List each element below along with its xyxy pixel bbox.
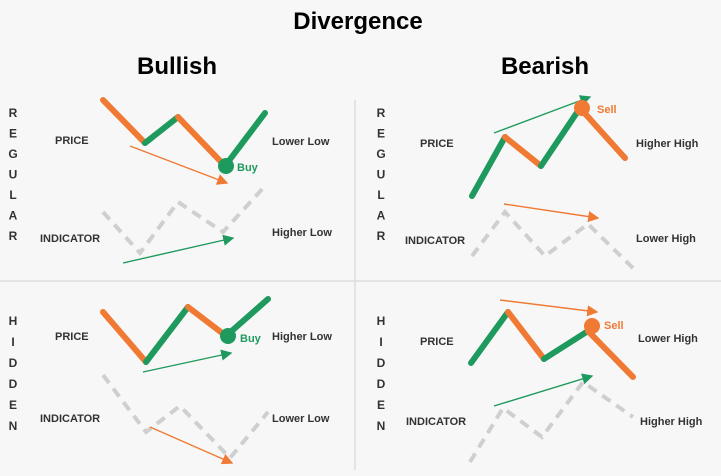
row-label-letter: A: [377, 209, 386, 223]
row-label-letter: N: [377, 419, 386, 433]
row-label-letter: R: [377, 229, 386, 243]
row-label-letter: H: [9, 314, 18, 328]
indicator-label: INDICATOR: [40, 413, 100, 425]
indicator-line: [101, 373, 270, 462]
indicator-label: INDICATOR: [40, 233, 100, 245]
price-segment-down: [505, 309, 547, 362]
buy-label: Buy: [240, 333, 262, 345]
indicator-note: Lower High: [636, 233, 696, 245]
row-label-letter: R: [9, 106, 18, 120]
buy-signal-dot: [220, 328, 236, 344]
row-label-letter: G: [376, 147, 385, 161]
row-label-letter: I: [11, 335, 14, 349]
row-label-letter: N: [9, 419, 18, 433]
diagram-title: Divergence: [293, 8, 422, 35]
column-header-bearish: Bearish: [501, 53, 589, 80]
row-label-letter: U: [377, 168, 386, 182]
row-label-letter: H: [377, 314, 386, 328]
row-label-letter: U: [9, 168, 18, 182]
price-segment-down: [585, 328, 636, 380]
sell-label: Sell: [597, 104, 617, 116]
price-label: PRICE: [420, 138, 454, 150]
row-label-letter: E: [9, 127, 17, 141]
row-label-letter: L: [377, 188, 384, 202]
price-segment-down: [175, 114, 228, 169]
indicator-note: Higher Low: [272, 227, 332, 239]
price-trend-arrow: [493, 95, 592, 134]
price-segment-up: [142, 114, 181, 146]
indicator-line: [101, 184, 267, 257]
sell-label: Sell: [604, 320, 624, 332]
price-segment-down: [577, 105, 628, 161]
column-header-bullish: Bullish: [137, 53, 217, 80]
price-segment-up: [143, 304, 191, 365]
price-note: Higher Low: [272, 331, 332, 343]
row-label-letter: G: [8, 147, 17, 161]
row-label-letter: L: [9, 188, 16, 202]
indicator-line: [468, 379, 635, 464]
row-label-letter: E: [9, 398, 17, 412]
price-note: Higher High: [636, 138, 699, 150]
row-label-letter: I: [379, 335, 382, 349]
indicator-trend-arrow: [149, 426, 234, 465]
price-segment-up: [469, 134, 508, 199]
price-trend-arrow: [142, 349, 233, 373]
indicator-note: Lower Low: [272, 413, 330, 425]
price-note: Lower High: [638, 333, 698, 345]
price-segment-down: [502, 134, 544, 169]
row-label-letter: E: [377, 127, 385, 141]
price-segment-up: [541, 328, 591, 362]
row-label-letter: D: [9, 377, 18, 391]
price-trend-arrow: [499, 299, 599, 317]
price-segment-up: [468, 309, 511, 366]
price-label: PRICE: [420, 336, 454, 348]
buy-label: Buy: [237, 162, 259, 174]
price-trend-arrow: [129, 145, 229, 185]
row-label-letter: E: [377, 398, 385, 412]
sell-signal-dot: [584, 318, 600, 334]
indicator-line: [470, 208, 637, 272]
price-note: Lower Low: [272, 136, 330, 148]
indicator-note: Higher High: [640, 416, 703, 428]
row-label-letter: A: [9, 209, 18, 223]
price-segment-down: [185, 304, 229, 339]
price-segment-down: [100, 309, 149, 365]
price-label: PRICE: [55, 331, 89, 343]
row-label-letter: D: [377, 356, 386, 370]
price-label: PRICE: [55, 135, 89, 147]
indicator-trend-arrow: [493, 373, 594, 407]
price-segment-up: [222, 110, 268, 169]
indicator-trend-arrow: [503, 203, 600, 223]
indicator-label: INDICATOR: [405, 235, 465, 247]
sell-signal-dot: [574, 100, 590, 116]
row-label-letter: D: [377, 377, 386, 391]
price-segment-up: [538, 105, 583, 169]
row-label-letter: R: [377, 106, 386, 120]
indicator-label: INDICATOR: [406, 416, 466, 428]
buy-signal-dot: [218, 158, 234, 174]
row-label-letter: R: [9, 229, 18, 243]
indicator-trend-arrow: [122, 234, 235, 264]
price-segment-down: [100, 97, 148, 146]
row-label-letter: D: [9, 356, 18, 370]
